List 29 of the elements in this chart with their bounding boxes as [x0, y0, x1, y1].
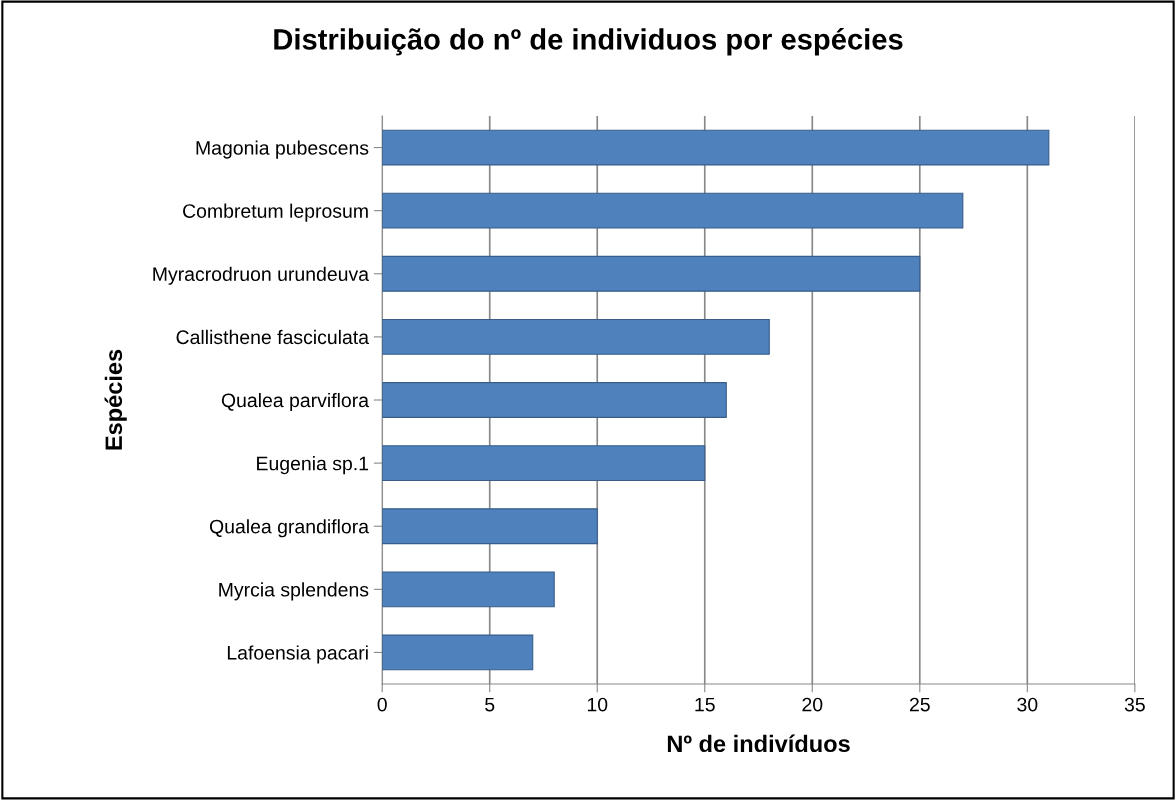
- bar: [382, 129, 1050, 166]
- y-tick-label: Magonia pubescens: [196, 140, 369, 159]
- bar: [382, 318, 770, 355]
- x-tick-label: 20: [802, 697, 823, 712]
- y-tick-label: Combretum leprosum: [183, 203, 368, 222]
- y-tick-label: Myrcia splendens: [219, 582, 369, 601]
- y-tick-label: Qualea parviflora: [221, 392, 370, 412]
- x-tick-label: 35: [1124, 697, 1145, 712]
- bar: [382, 634, 534, 671]
- x-tick-label: 25: [909, 697, 930, 712]
- y-tick-label: Qualea grandiflora: [209, 519, 370, 538]
- y-tick-label: Callisthene fasciculata: [176, 329, 370, 345]
- x-tick-label: 5: [485, 697, 495, 712]
- bar: [382, 508, 598, 545]
- y-axis-title: Espécies: [104, 349, 127, 450]
- bar: [382, 445, 706, 482]
- bar: [382, 382, 727, 418]
- y-tick-label: Eugenia sp.1: [257, 456, 369, 475]
- chart-title: Distribuição do nº de individuos por espécies: [274, 28, 903, 56]
- bar: [382, 192, 964, 229]
- x-tick-label: 30: [1017, 697, 1038, 712]
- bar: [382, 571, 555, 608]
- x-tick-label: 10: [587, 697, 608, 712]
- y-tick-label: Lafoensia pacari: [227, 645, 368, 664]
- bar: [382, 255, 921, 292]
- x-tick-label: 0: [377, 697, 387, 712]
- x-tick-label: 15: [695, 697, 715, 712]
- x-axis-title: Nº de indivíduos: [667, 734, 850, 753]
- y-tick-label: Myracrodruon urundeuva: [153, 266, 370, 285]
